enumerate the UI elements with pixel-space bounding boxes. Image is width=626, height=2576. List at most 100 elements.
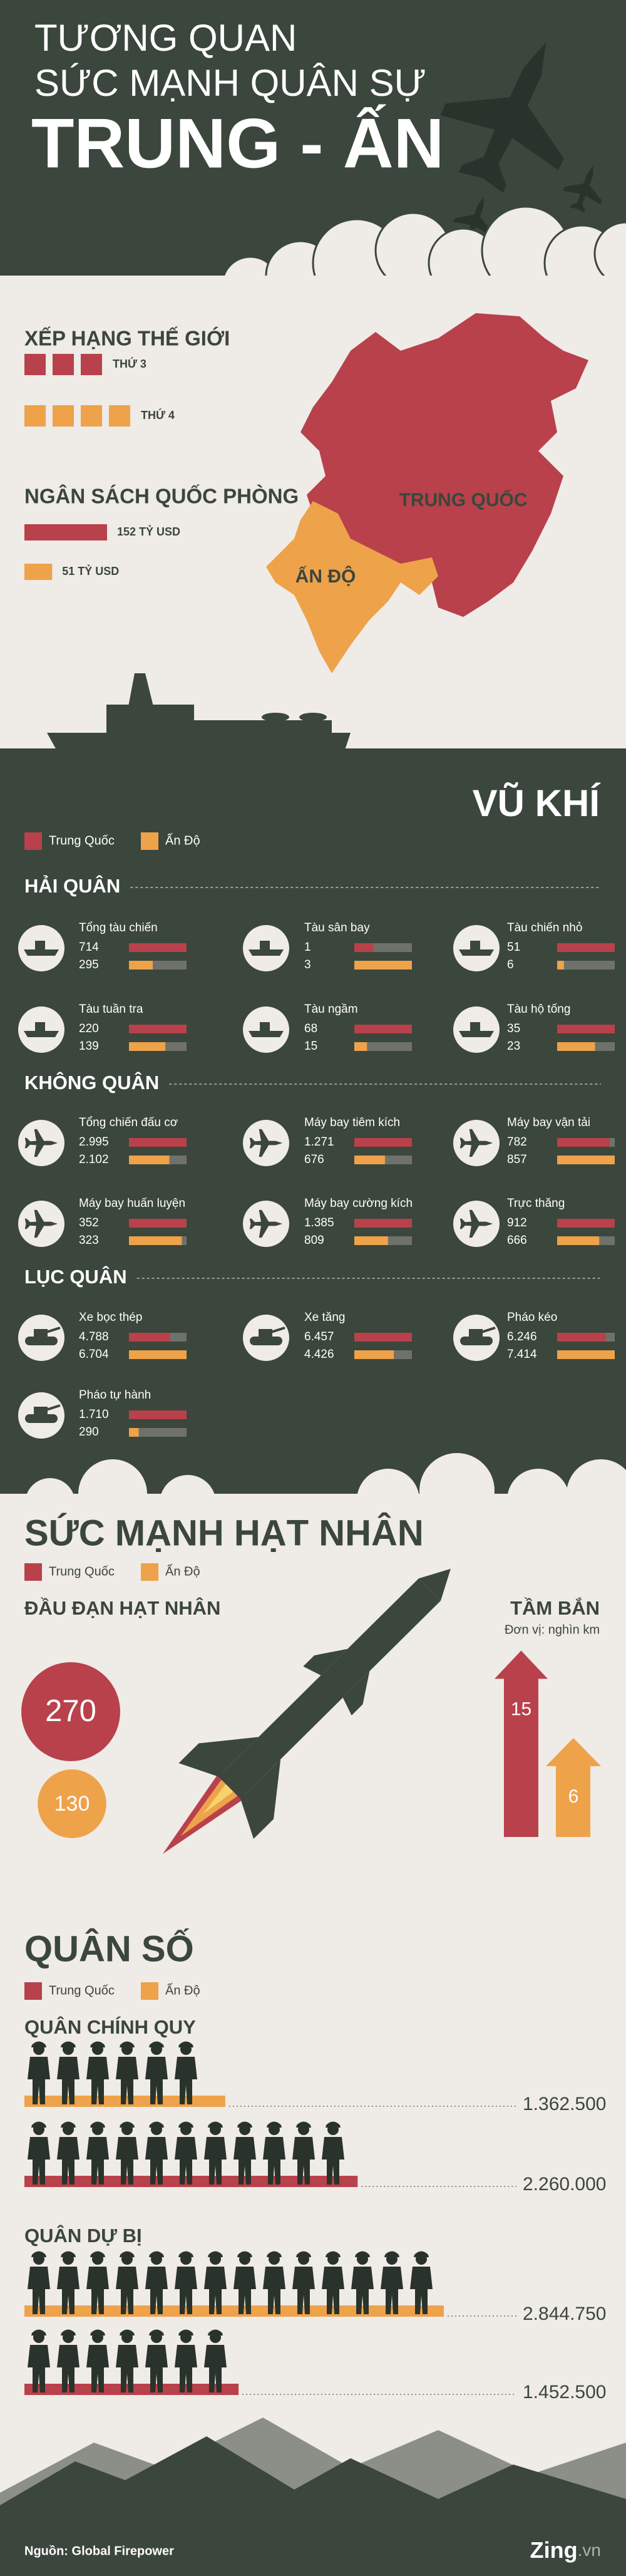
weapon-bar: [129, 961, 153, 970]
weapon-icon-shape: [460, 1337, 493, 1345]
legend-swatch: [141, 1982, 158, 2000]
section-title: XẾP HẠNG THẾ GIỚI: [24, 327, 230, 350]
weapon-value: 295: [79, 958, 99, 971]
weapon-bar: [557, 943, 615, 952]
weapon-bar: [557, 1138, 610, 1147]
section-title: NGÂN SÁCH QUỐC PHÒNG: [24, 484, 299, 508]
range-value: 6: [568, 1786, 579, 1807]
weapon-value: 4.426: [304, 1348, 334, 1361]
weapon-value: 782: [507, 1135, 527, 1149]
group-title: QUÂN CHÍNH QUY: [24, 2015, 196, 2038]
subsection-title: ĐẦU ĐẠN HẠT NHÂN: [24, 1596, 220, 1619]
ship: [47, 673, 351, 761]
weapon-name: Tổng chiến đấu cơ: [79, 1116, 178, 1129]
weapon-value: 6.457: [304, 1330, 334, 1343]
weapon-name: Máy bay huấn luyện: [79, 1197, 185, 1210]
range-value: 15: [511, 1699, 531, 1719]
weapon-name: Máy bay tiêm kích: [304, 1116, 400, 1129]
weapon-icon-shape: [34, 1329, 48, 1337]
weapon-bar: [354, 1236, 388, 1245]
weapon-bar: [129, 1025, 187, 1033]
weapon-icon-shape: [25, 1414, 58, 1423]
legend-label: Ấn Độ: [165, 833, 200, 847]
weapon-icon-shape: [270, 1327, 285, 1333]
weapon-value: 220: [79, 1022, 99, 1035]
weapon-value: 6: [507, 958, 514, 971]
weapon-value: 714: [79, 941, 99, 954]
personnel-value: 1.452.500: [523, 2382, 606, 2403]
weapon-name: Máy bay cường kích: [304, 1197, 413, 1210]
subsection-title: TẦM BẮN: [510, 1596, 600, 1619]
weapon-value: 352: [79, 1216, 99, 1229]
rank-square: [53, 405, 74, 427]
weapon-value: 68: [304, 1022, 317, 1035]
group-title: QUÂN DỰ BỊ: [24, 2224, 142, 2247]
missile: [163, 1568, 451, 1854]
personnel-value: 1.362.500: [523, 2094, 606, 2114]
weapon-icon-shape: [46, 1404, 61, 1411]
weapon-value: 6.246: [507, 1330, 537, 1343]
range-arrow: [495, 1650, 548, 1837]
weapon-value: 676: [304, 1153, 324, 1166]
weapon-value: 3: [304, 958, 311, 971]
weapon-icon-shape: [249, 949, 284, 956]
weapon-icon-shape: [459, 1031, 494, 1037]
rank-label: THỨ 3: [113, 357, 146, 370]
weapon-value: 23: [507, 1040, 520, 1053]
weapon-icon-shape: [250, 1337, 282, 1345]
logo: Zing.vn: [530, 2537, 601, 2563]
weapon-name: Xe bọc thép: [79, 1311, 142, 1324]
legend-swatch: [141, 1563, 158, 1581]
warhead-circle: [38, 1769, 106, 1838]
weapon-bar: [354, 1156, 385, 1164]
weapon-icon-shape: [24, 949, 59, 956]
weapon-value: 15: [304, 1040, 317, 1053]
weapon-value: 2.995: [79, 1135, 109, 1149]
weapon-bar: [557, 1219, 615, 1228]
weapon-bar: [557, 1236, 600, 1245]
weapon-icon-shape: [481, 1327, 496, 1333]
budget-label: 51 TỶ USD: [62, 564, 119, 577]
legend-label: Ấn Độ: [165, 1564, 200, 1578]
budget-bar: [24, 524, 107, 541]
section-title: SỨC MẠNH HẠT NHÂN: [24, 1513, 424, 1553]
weapon-bar: [129, 1428, 139, 1437]
unit-note: Đơn vị: nghìn km: [505, 1623, 600, 1637]
weapon-icon-shape: [25, 1337, 58, 1345]
section-title: VŨ KHÍ: [473, 782, 601, 824]
weapon-bar: [129, 1138, 187, 1147]
weapon-value: 809: [304, 1234, 324, 1247]
weapon-value: 912: [507, 1216, 527, 1229]
legend-swatch: [24, 1982, 42, 2000]
budget-bar: [24, 564, 53, 580]
rank-square: [24, 354, 46, 375]
legend-swatch: [141, 832, 158, 850]
weapon-name: Tàu sân bay: [304, 921, 370, 934]
rank-square: [81, 354, 102, 375]
title-main: TRUNG - ẤN: [31, 105, 444, 183]
weapon-bar: [354, 1333, 412, 1342]
legend-swatch: [24, 832, 42, 850]
weapon-value: 323: [79, 1234, 99, 1247]
weapon-value: 4.788: [79, 1330, 109, 1343]
weapon-bar: [557, 1333, 606, 1342]
weapon-name: Máy bay vận tải: [507, 1116, 590, 1129]
weapon-bar: [129, 1042, 166, 1051]
group-title: LỤC QUÂN: [24, 1265, 127, 1288]
weapon-name: Xe tăng: [304, 1311, 346, 1324]
legend-label: Trung Quốc: [49, 1565, 115, 1578]
weapon-icon-shape: [260, 1022, 270, 1031]
weapon-value: 290: [79, 1425, 99, 1439]
legend-label: Trung Quốc: [49, 834, 115, 847]
weapon-value: 1.710: [79, 1408, 109, 1421]
rank-label: THỨ 4: [141, 408, 175, 422]
weapon-value: 2.102: [79, 1153, 109, 1166]
personnel-value: 2.260.000: [523, 2174, 606, 2195]
weapon-value: 1.385: [304, 1216, 334, 1229]
weapon-bar: [557, 1350, 615, 1359]
weapon-icon-shape: [249, 1031, 284, 1037]
weapon-name: Tàu hộ tống: [507, 1003, 570, 1016]
weapon-bar: [129, 1333, 170, 1342]
logo-suffix: .vn: [578, 2540, 601, 2560]
weapon-name: Trực thăng: [507, 1197, 565, 1210]
